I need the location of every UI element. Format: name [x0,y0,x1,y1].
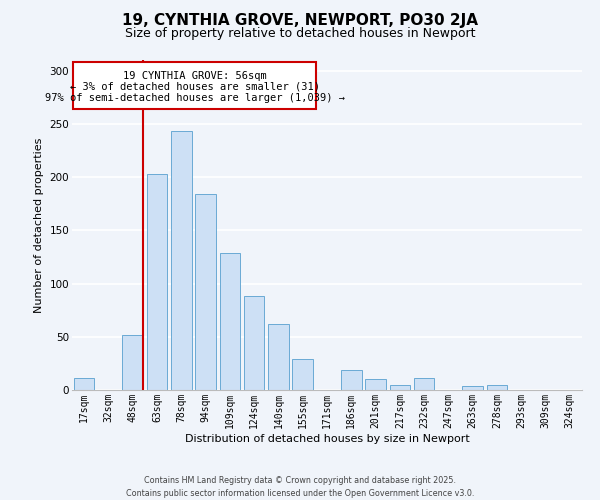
Bar [171,132,191,390]
Bar [146,174,167,390]
Text: ← 3% of detached houses are smaller (31): ← 3% of detached houses are smaller (31) [70,82,320,92]
Text: Size of property relative to detached houses in Newport: Size of property relative to detached ho… [125,28,475,40]
Bar [341,370,362,390]
Bar [122,334,143,390]
X-axis label: Distribution of detached houses by size in Newport: Distribution of detached houses by size … [185,434,469,444]
Bar [292,359,313,390]
Bar [268,324,289,390]
Text: 97% of semi-detached houses are larger (1,039) →: 97% of semi-detached houses are larger (… [44,93,344,103]
Text: 19, CYNTHIA GROVE, NEWPORT, PO30 2JA: 19, CYNTHIA GROVE, NEWPORT, PO30 2JA [122,12,478,28]
Bar [73,62,316,109]
Bar [195,194,216,390]
Bar [220,252,240,390]
Bar [74,378,94,390]
Bar [487,384,508,390]
Text: Contains HM Land Registry data © Crown copyright and database right 2025.
Contai: Contains HM Land Registry data © Crown c… [126,476,474,498]
Bar [389,384,410,390]
Bar [365,380,386,390]
Text: 19 CYNTHIA GROVE: 56sqm: 19 CYNTHIA GROVE: 56sqm [123,70,266,81]
Bar [463,386,483,390]
Y-axis label: Number of detached properties: Number of detached properties [34,138,44,312]
Bar [244,296,265,390]
Bar [414,378,434,390]
